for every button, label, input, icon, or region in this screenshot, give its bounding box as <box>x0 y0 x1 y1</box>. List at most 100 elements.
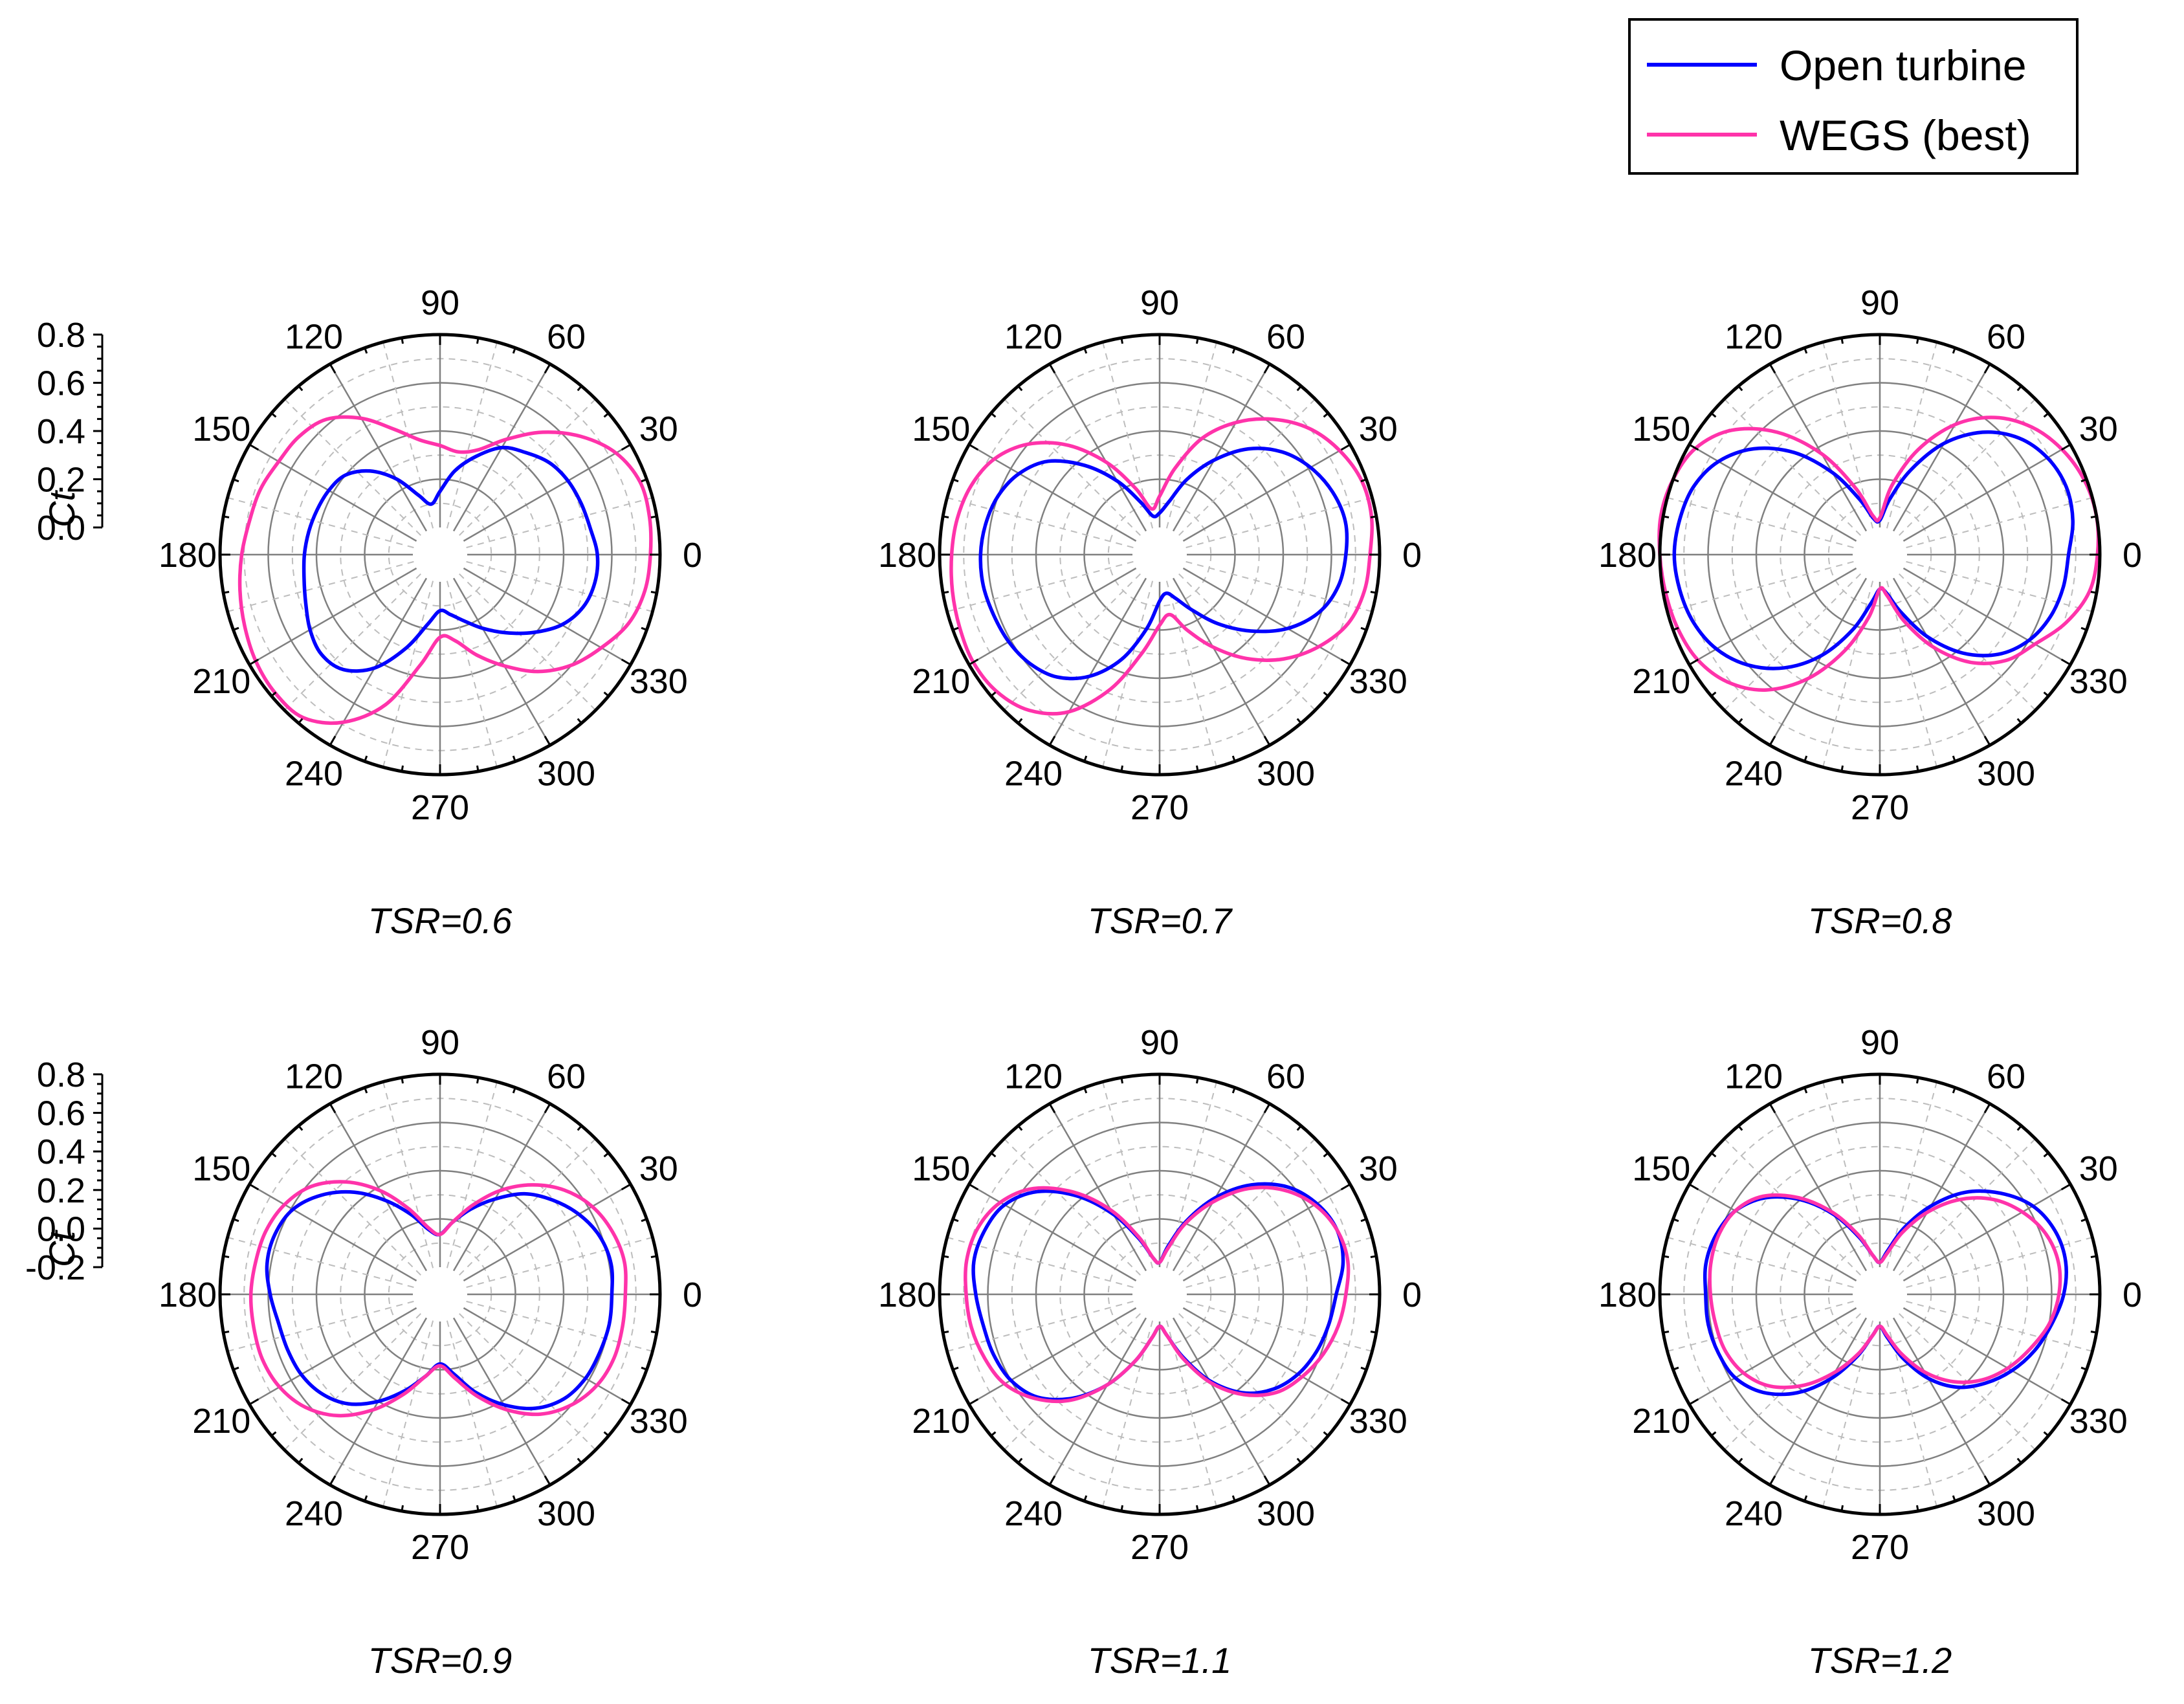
curve-open-turbine <box>1703 1189 2068 1397</box>
angle-tick-mark <box>952 626 959 631</box>
angle-tick-mark <box>1370 1255 1377 1258</box>
grid-minor-spoke <box>1898 1138 2036 1276</box>
curve-open-turbine <box>1672 430 2075 670</box>
curve-open-turbine <box>265 1189 615 1411</box>
angle-label-240: 240 <box>285 755 343 793</box>
angle-tick-mark <box>1840 337 1844 344</box>
angle-tick-mark <box>1803 755 1808 762</box>
angle-tick-mark <box>621 443 632 451</box>
angle-label-210: 210 <box>192 662 250 701</box>
angle-tick-mark <box>1662 591 1670 594</box>
grid-minor-spoke <box>446 342 498 529</box>
angle-label-0: 0 <box>683 1276 702 1314</box>
grid-major-spoke <box>1048 363 1147 532</box>
grid-major-spoke <box>1182 1307 1351 1406</box>
grid-minor-spoke <box>1102 1081 1154 1268</box>
angle-tick-mark <box>577 385 582 392</box>
grid-major-spoke <box>1903 1183 2071 1282</box>
curve-open-turbine <box>302 445 600 673</box>
angle-label-210: 210 <box>192 1402 250 1441</box>
angle-label-210: 210 <box>1632 1402 1690 1441</box>
angle-tick-mark <box>1263 1103 1271 1114</box>
angle-tick-mark <box>1916 337 1919 344</box>
angle-tick-mark <box>1662 1255 1670 1258</box>
angle-label-0: 0 <box>2123 1276 2142 1314</box>
angle-label-90: 90 <box>1140 1023 1179 1062</box>
angle-tick-mark <box>329 1103 336 1114</box>
angle-tick-mark <box>1737 385 1743 392</box>
legend-label-wegs: WEGS (best) <box>1780 111 2031 159</box>
grid-minor-spoke <box>947 1237 1134 1289</box>
grid-minor-spoke <box>1898 573 2036 711</box>
grid-minor-spoke <box>1886 342 1937 529</box>
grid-major-spoke <box>1903 1307 2071 1406</box>
legend: Open turbine WEGS (best) <box>1628 18 2079 175</box>
radial-tick-label: -0.2 <box>25 1248 85 1287</box>
inner-hole <box>1853 527 1907 582</box>
angle-tick-mark <box>1323 1431 1329 1437</box>
angle-label-90: 90 <box>1860 1023 1899 1062</box>
angle-tick-mark <box>1083 1087 1088 1094</box>
angle-tick-mark <box>1196 765 1199 772</box>
panel-title: TSR=1.2 <box>1808 1640 1952 1681</box>
angle-tick-mark <box>1688 1183 1699 1191</box>
angle-tick-mark <box>364 347 368 354</box>
radial-axis-label: Ct <box>41 490 82 527</box>
angle-label-270: 270 <box>411 1528 469 1567</box>
angle-label-90: 90 <box>421 1023 459 1062</box>
grid-minor-spoke <box>1165 581 1217 768</box>
radial-tick-label: 0.4 <box>37 412 85 451</box>
angle-tick-mark <box>1840 1077 1844 1084</box>
grid-minor-spoke <box>1102 342 1154 529</box>
angle-tick-mark <box>298 1125 303 1131</box>
grid-minor-spoke <box>1822 581 1874 768</box>
angle-tick-mark <box>603 1152 610 1158</box>
angle-tick-mark <box>223 591 230 594</box>
angle-tick-mark <box>1662 1331 1670 1334</box>
grid-minor-spoke <box>1003 1312 1142 1451</box>
angle-tick-mark <box>544 363 551 374</box>
curve-wegs <box>237 415 653 725</box>
panel-title: TSR=1.1 <box>1088 1640 1232 1681</box>
grid-major-spoke <box>248 1307 417 1406</box>
angle-tick-mark <box>1017 1457 1023 1464</box>
angle-tick-mark <box>401 337 404 344</box>
angle-label-240: 240 <box>1004 1494 1063 1533</box>
angle-label-60: 60 <box>1266 1057 1305 1096</box>
inner-hole <box>1132 527 1187 582</box>
angle-tick-mark <box>1083 1495 1088 1502</box>
angle-label-150: 150 <box>192 1149 250 1188</box>
angle-tick-mark <box>1083 347 1088 354</box>
angle-tick-mark <box>577 1125 582 1131</box>
angle-label-150: 150 <box>912 1149 970 1188</box>
angle-tick-mark <box>1688 658 1699 666</box>
angle-tick-mark <box>650 591 657 594</box>
angle-tick-mark <box>476 765 480 772</box>
angle-tick-mark <box>990 691 997 697</box>
radial-tick-label: 0.8 <box>37 316 85 355</box>
grid-minor-spoke <box>382 1081 434 1268</box>
angle-label-180: 180 <box>159 536 217 575</box>
angle-label-240: 240 <box>285 1494 343 1533</box>
angle-label-330: 330 <box>2069 662 2128 701</box>
angle-label-90: 90 <box>421 283 459 322</box>
polar-panel-2: 0 30 60 90 120 150 180 210 240 270 300 330 TSR=0.7 <box>878 283 1422 941</box>
angle-tick-mark <box>401 1077 404 1084</box>
angle-tick-mark <box>364 755 368 762</box>
grid-major-spoke <box>1048 1317 1147 1486</box>
angle-tick-mark <box>1323 691 1329 697</box>
grid-minor-spoke <box>283 1138 422 1276</box>
angle-label-240: 240 <box>1004 755 1063 793</box>
grid-minor-spoke <box>1003 573 1142 711</box>
grid-minor-spoke <box>458 398 597 537</box>
angle-tick-mark <box>942 1331 949 1334</box>
angle-tick-mark <box>2016 1457 2022 1464</box>
curve-wegs <box>964 1186 1351 1404</box>
angle-tick-mark <box>544 1103 551 1114</box>
grid-minor-spoke <box>1898 398 2036 537</box>
grid-minor-spoke <box>382 1320 434 1507</box>
angle-tick-mark <box>1263 735 1271 746</box>
angle-tick-mark <box>2060 1183 2071 1191</box>
angle-tick-mark <box>1983 363 1991 374</box>
angle-tick-mark <box>2080 1218 2088 1223</box>
